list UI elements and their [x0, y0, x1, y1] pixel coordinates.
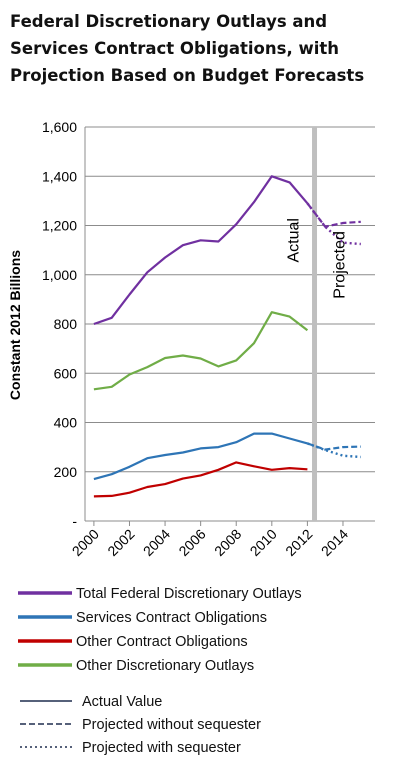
- legend-style-label: Projected with sequester: [82, 740, 241, 756]
- series-line-projected-without-sequester: [306, 202, 361, 228]
- x-tick-label: 2004: [140, 526, 173, 559]
- series-lines: [93, 175, 361, 498]
- legend: Total Federal Discretionary Outlays Servi…: [18, 586, 302, 756]
- legend-label: Total Federal Discretionary Outlays: [76, 586, 302, 602]
- y-tick-label: -: [72, 513, 77, 529]
- y-tick-label: 800: [54, 316, 78, 332]
- legend-style-label: Actual Value: [82, 694, 162, 710]
- y-tick-label: 1,400: [42, 168, 77, 184]
- actual-projected-divider: [312, 127, 318, 521]
- chart-title-line: Federal Discretionary Outlays and: [10, 12, 328, 31]
- y-tick-label: 600: [54, 365, 78, 381]
- series-line-actual: [93, 311, 309, 391]
- series-line-projected-with-sequester: [306, 442, 361, 459]
- divider-bar: [312, 127, 318, 521]
- series-line-projected-without-sequester: [307, 442, 361, 451]
- x-tick-label: 2008: [211, 526, 244, 559]
- x-tick-label: 2014: [318, 526, 351, 559]
- series-line-projected-with-sequester: [306, 202, 361, 246]
- gridlines: [85, 126, 375, 473]
- chart-title-line: Services Contract Obligations, with: [10, 39, 340, 58]
- series-line-actual: [93, 175, 309, 326]
- y-tick-label: 1,200: [42, 218, 77, 234]
- y-axis-label: Constant 2012 Billions: [7, 250, 23, 400]
- x-tick-label: 2006: [175, 526, 208, 559]
- series-line-actual: [93, 432, 308, 481]
- y-tick-label: 1,000: [42, 267, 77, 283]
- y-axis-ticks: - 200 400 600 800 1,000 1,200 1,400 1,600: [42, 119, 77, 529]
- y-tick-label: 1,600: [42, 119, 77, 135]
- legend-label: Other Contract Obligations: [76, 634, 248, 650]
- chart-title: Federal Discretionary Outlays and Servic…: [10, 8, 395, 89]
- y-tick-label: 400: [54, 415, 78, 431]
- legend-style-label: Projected without sequester: [82, 717, 261, 733]
- legend-label: Other Discretionary Outlays: [76, 658, 254, 674]
- y-tick-label: 200: [54, 464, 78, 480]
- chart-title-line: Projection Based on Budget Forecasts: [10, 66, 365, 85]
- axes: [84, 127, 375, 522]
- x-tick-label: 2002: [104, 526, 137, 559]
- x-tick-label: 2012: [282, 526, 315, 559]
- legend-label: Services Contract Obligations: [76, 610, 267, 626]
- x-tick-label: 2010: [247, 526, 280, 559]
- series-line-actual: [93, 461, 308, 498]
- annotation-projected: Projected: [332, 231, 349, 299]
- annotation-actual: Actual: [286, 218, 303, 262]
- x-axis-ticks: 2000 2002 2004 2006 2008 2010 2012 2014: [69, 521, 351, 559]
- x-tick-label: 2000: [69, 526, 102, 559]
